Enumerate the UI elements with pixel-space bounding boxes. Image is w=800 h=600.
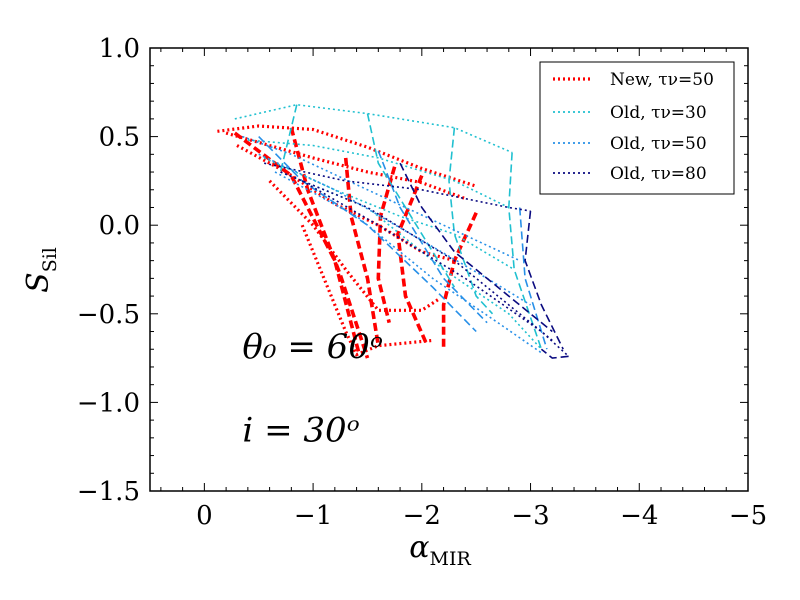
- plot-frame: [149, 47, 749, 492]
- series-line-19: [242, 135, 521, 262]
- series-line-0: [217, 124, 477, 188]
- y-axis-label: SSil: [21, 247, 61, 293]
- series-line-26: [280, 171, 553, 342]
- series-line-23: [377, 150, 488, 324]
- annotation-theta: θ₀ = 60ᵒ: [242, 327, 383, 367]
- series-line-8: [376, 166, 397, 324]
- series-line-25: [264, 162, 531, 212]
- series-line-27: [301, 180, 570, 357]
- x-tick-label: 0: [196, 501, 213, 531]
- y-tick-label: 0.5: [99, 123, 140, 153]
- series-line-24: [518, 207, 548, 350]
- series-line-16: [366, 113, 456, 288]
- series-line-21: [274, 171, 542, 354]
- series-layer: [217, 103, 570, 359]
- x-tick-label: −3: [511, 501, 549, 531]
- series-line-29: [524, 210, 564, 350]
- series-line-6: [289, 127, 370, 359]
- series-line-10: [441, 212, 478, 350]
- series-line-13: [263, 157, 515, 271]
- tick-layer: 0 −1 −2 −3 −4 −5 1.0 0.5 0.0 −0.5 −1.0 −1.5: [77, 34, 767, 531]
- series-line-3: [268, 179, 439, 312]
- x-tick-label: −2: [403, 501, 441, 531]
- legend: New, τν=50 Old, τν=30 Old, τν=50 Old, τν…: [539, 61, 735, 195]
- series-line-28: [399, 162, 553, 333]
- legend-label-new-50: New, τν=50: [610, 70, 714, 90]
- legend-box: [539, 61, 735, 195]
- series-line-30: [540, 348, 569, 359]
- x-axis-label: αMIR: [409, 530, 471, 570]
- y-tick-label: −1.0: [77, 388, 140, 418]
- y-tick-label: −0.5: [77, 300, 140, 330]
- x-tick-label: −5: [729, 501, 767, 531]
- series-line-12: [247, 139, 510, 209]
- series-line-7: [343, 157, 381, 346]
- series-line-17: [448, 127, 494, 315]
- legend-label-old-50: Old, τν=50: [610, 134, 707, 154]
- series-line-14: [280, 171, 542, 350]
- x-tick-label: −4: [620, 501, 658, 531]
- legend-label-old-80: Old, τν=80: [610, 164, 707, 184]
- x-tick-label: −1: [294, 501, 332, 531]
- series-line-22: [258, 136, 477, 333]
- annotation-inclination: i = 30ᵒ: [242, 410, 359, 450]
- series-line-20: [258, 153, 531, 306]
- y-tick-label: 1.0: [99, 34, 140, 64]
- legend-label-old-30: Old, τν=30: [610, 103, 707, 123]
- series-line-18: [507, 152, 543, 350]
- series-line-9: [396, 174, 429, 347]
- y-tick-label: −1.5: [77, 477, 140, 507]
- y-tick-label: 0.0: [99, 211, 140, 241]
